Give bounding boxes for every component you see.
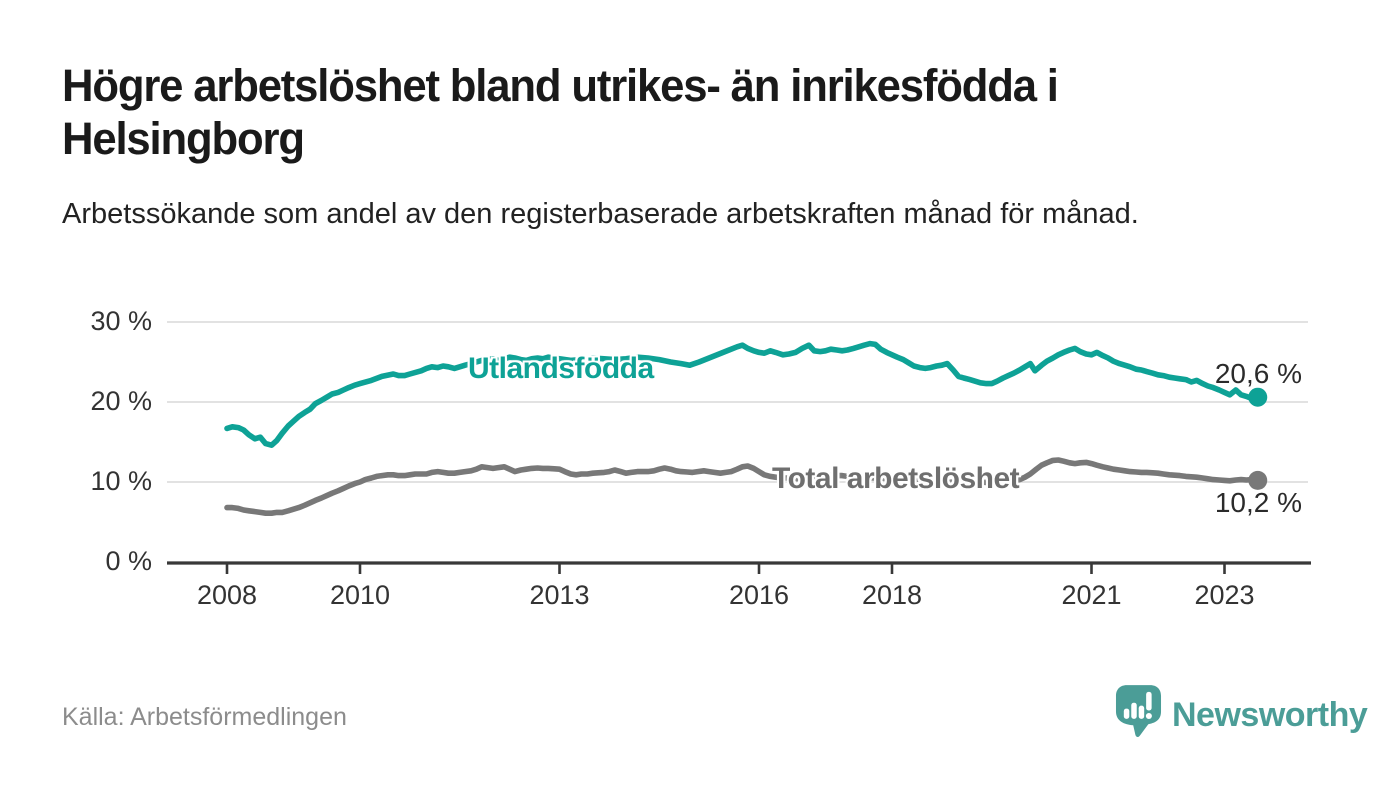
series-end-dots	[1248, 387, 1268, 490]
chart-subtitle: Arbetssökande som andel av den registerb…	[62, 198, 1139, 230]
source-note: Källa: Arbetsförmedlingen	[62, 703, 347, 731]
bar-chart-speech-bubble-icon	[1115, 684, 1162, 744]
x-tick-label: 2010	[329, 580, 391, 610]
series-line-utlandsfodda	[224, 340, 1261, 449]
x-tick-label: 2008	[196, 580, 258, 610]
series-end-dot	[1248, 387, 1268, 407]
series-label-total-arbetsloshet: Total arbetslöshet	[772, 462, 1020, 495]
series-lines	[224, 340, 1261, 517]
x-tick-label: 2023	[1194, 580, 1255, 610]
x-tick-label: 2018	[861, 580, 923, 610]
y-tick-label: 30 %	[90, 306, 152, 336]
x-tick-label: 2013	[529, 580, 590, 610]
series-line-total	[224, 457, 1261, 517]
series-label-utlandsfodda: Utlandsfödda	[468, 352, 654, 385]
end-value-label-total: 10,2 %	[1214, 487, 1302, 518]
newsworthy-wordmark: Newsworthy	[1172, 695, 1368, 734]
chart-title: Högre arbetslöshet bland utrikes- än inr…	[62, 60, 1059, 164]
newsworthy-logo: Newsworthy	[1115, 684, 1368, 744]
axis-ticks	[225, 563, 1226, 574]
x-tick-label: 2016	[728, 580, 790, 610]
y-tick-label: 10 %	[90, 466, 152, 496]
y-tick-label: 0 %	[105, 546, 152, 576]
end-value-label-utlandsfodda: 20,6 %	[1214, 358, 1302, 389]
x-tick-label: 2021	[1061, 580, 1122, 610]
series-end-dot	[1248, 470, 1268, 490]
y-tick-label: 20 %	[90, 386, 152, 416]
